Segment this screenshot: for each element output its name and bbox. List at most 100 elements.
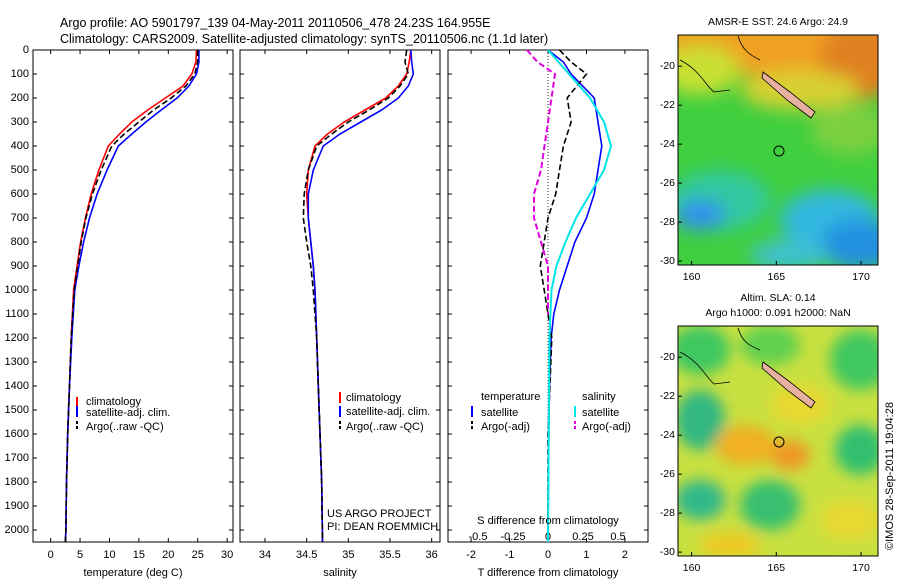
s-diff-x-tick-label: -0.5 (469, 531, 488, 543)
argo-position-marker (773, 436, 785, 448)
map-lon-tick-label: 165 (768, 271, 786, 283)
map-lat-tick-label: -22 (660, 99, 675, 111)
salinity-x-tick-label: 35 (342, 549, 354, 561)
y-tick-label: 700 (11, 212, 29, 224)
y-tick-label: 1600 (5, 428, 29, 440)
map-lon-tick-label: 160 (683, 562, 701, 574)
y-tick-label: 1000 (5, 284, 29, 296)
y-tick-label: 1400 (5, 380, 29, 392)
argo-position-marker (773, 145, 785, 157)
temperature-x-tick-label: 5 (77, 549, 83, 561)
t-diff-x-tick-label: 0 (545, 549, 551, 561)
salinity-argo-adj-line (526, 49, 557, 314)
t-diff-xlabel: T difference from climatology (478, 567, 619, 579)
map-lat-tick-label: -30 (660, 546, 675, 558)
y-tick-label: 1700 (5, 452, 29, 464)
temperature-x-tick-label: 10 (103, 549, 115, 561)
argo-raw-qc-line (302, 49, 410, 543)
sla-map-title: Altim. SLA: 0.14 (740, 292, 815, 304)
salinity-x-tick-label: 36 (426, 549, 438, 561)
legend-title-salinity: salinity (582, 391, 616, 403)
map-lat-tick-label: -28 (660, 507, 675, 519)
sla-map: Altim. SLA: 0.14 Argo h1000: 0.091 h2000… (660, 292, 879, 574)
y-tick-label: 100 (11, 68, 29, 80)
coastline-contour (737, 35, 761, 61)
project-line1: US ARGO PROJECT (327, 508, 432, 520)
s-diff-x-tick-label: 0.25 (572, 531, 593, 543)
y-tick-label: 1100 (5, 308, 29, 320)
temperature-argo-adj-line (539, 49, 588, 542)
salinity-axes-frame (239, 49, 441, 543)
y-tick-label: 500 (11, 164, 29, 176)
y-tick-label: 300 (11, 116, 29, 128)
temperature-x-tick-label: 0 (48, 549, 54, 561)
salinity-x-tick-label: 35.5 (379, 549, 400, 561)
temperature-x-tick-label: 25 (192, 549, 204, 561)
new-caledonia-island (761, 71, 816, 119)
sla-map-frame (677, 325, 879, 557)
y-tick-label: 1500 (5, 404, 29, 416)
satellite-adj-clim-line (307, 49, 415, 543)
t-diff-x-tick-label: 2 (622, 549, 628, 561)
map-lat-tick-label: -28 (660, 216, 675, 228)
difference-legend: temperature salinity satellite Argo(-adj… (471, 391, 631, 433)
legend-clim-label: climatology (346, 392, 402, 404)
header-line1: Argo profile: AO 5901797_139 04-May-2011… (60, 16, 490, 30)
temperature-legend: climatology satellite-adj. clim. Argo(..… (76, 396, 170, 433)
y-tick-label: 400 (11, 140, 29, 152)
salinity-x-tick-label: 34.5 (296, 549, 317, 561)
coastline-contour (737, 327, 761, 351)
legend-clim-label: climatology (86, 396, 142, 408)
y-tick-label: 600 (11, 188, 29, 200)
map-lat-tick-label: -20 (660, 351, 675, 363)
y-tick-label: 1800 (5, 476, 29, 488)
salinity-x-tick-label: 34 (259, 549, 271, 561)
coastline-contour (679, 59, 731, 93)
map-lat-tick-label: -22 (660, 390, 675, 402)
s-diff-xlabel: S difference from climatology (477, 515, 619, 527)
y-tick-label: 800 (11, 236, 29, 248)
temperature-x-tick-label: 15 (133, 549, 145, 561)
map-lat-tick-label: -20 (660, 60, 675, 72)
salinity-satellite-line (547, 49, 613, 543)
coastline-contour (679, 351, 731, 385)
satellite-adj-clim-line (64, 50, 200, 543)
legend-s-sat-label: satellite (582, 407, 619, 419)
t-diff-x-tick-label: -2 (466, 549, 476, 561)
legend-s-argo-label: Argo(-adj) (582, 421, 631, 433)
temperature-x-tick-label: 20 (162, 549, 174, 561)
legend-argo-label: Argo(..raw -QC) (86, 421, 164, 433)
temperature-axes-frame (32, 49, 234, 543)
map-lon-tick-label: 160 (683, 271, 701, 283)
legend-title-temperature: temperature (481, 391, 540, 403)
salinity-panel: 34 34.5 35 35.5 36 salinity climatology sate… (239, 49, 441, 579)
y-tick-label: 1300 (5, 356, 29, 368)
map-lat-tick-label: -30 (660, 255, 675, 267)
y-tick-label: 0 (23, 44, 29, 56)
t-diff-x-tick-label: 1 (583, 549, 589, 561)
sst-map: AMSR-E SST: 24.6 Argo: 24.9 160 165 170 -20… (660, 16, 879, 283)
legend-sat-label: satellite-adj. clim. (346, 406, 430, 418)
temperature-x-tick-label: 30 (221, 549, 233, 561)
difference-panel: -2 -1 0 1 2-0.5 -0.25 0 0.25 0.5 T difference fr… (447, 49, 649, 579)
imos-credit: ©IMOS 28-Sep-2011 19:04:28 (884, 402, 896, 550)
y-tick-label: 1200 (5, 332, 29, 344)
y-tick-label: 1900 (5, 500, 29, 512)
argo-raw-qc-line (64, 50, 199, 543)
new-caledonia-island (761, 361, 816, 409)
map-lat-tick-label: -24 (660, 429, 675, 441)
map-lat-tick-label: -26 (660, 177, 675, 189)
sla-map-title2: Argo h1000: 0.091 h2000: NaN (705, 307, 850, 319)
map-lat-tick-label: -24 (660, 138, 675, 150)
salinity-xlabel: salinity (323, 567, 357, 579)
legend-sat-label: satellite-adj. clim. (86, 407, 170, 419)
s-diff-x-tick-label: 0.5 (610, 531, 625, 543)
y-tick-label: 200 (11, 92, 29, 104)
y-tick-label: 2000 (5, 524, 29, 536)
temperature-panel: 0100200300400500600700800900100011001200… (5, 44, 234, 579)
climatology-line (64, 49, 198, 543)
y-tick-label: 900 (11, 260, 29, 272)
header-line2: Climatology: CARS2009. Satellite-adjuste… (60, 32, 548, 46)
temperature-satellite-line (547, 49, 603, 543)
